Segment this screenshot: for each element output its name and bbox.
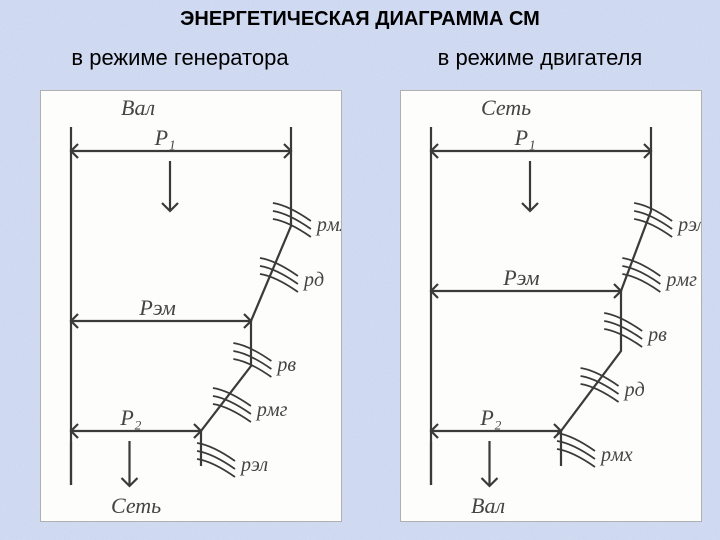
subtitle-right: в режиме двигателя (360, 45, 720, 71)
svg-text:Вал: Вал (471, 493, 505, 518)
svg-text:pд: pд (623, 379, 645, 401)
svg-text:pв: pв (275, 354, 296, 376)
svg-text:pэл: pэл (676, 214, 701, 236)
svg-text:pмх: pмх (315, 214, 341, 236)
svg-text:Сеть: Сеть (481, 95, 531, 120)
diagram-generator: Вал Сеть P₁ Pэм P₂ pмх pд pв pмг pэл (40, 90, 342, 522)
diagram-area: Вал Сеть P₁ Pэм P₂ pмх pд pв pмг pэл Сеть Вал P₁ Pэм… (0, 90, 720, 530)
svg-text:pмх: pмх (599, 444, 633, 466)
svg-text:Сеть: Сеть (111, 493, 161, 518)
svg-text:P₁: P₁ (514, 125, 536, 150)
diagram-motor: Сеть Вал P₁ Pэм P₂ pэл pмг pв pд pмх (400, 90, 702, 522)
svg-text:pв: pв (646, 324, 667, 346)
svg-text:pмг: pмг (664, 269, 697, 291)
svg-text:P₂: P₂ (119, 405, 141, 430)
svg-text:P₁: P₁ (154, 125, 176, 150)
svg-text:Pэм: Pэм (138, 295, 175, 320)
page-title: ЭНЕРГЕТИЧЕСКАЯ ДИАГРАММА СМ (0, 0, 720, 31)
svg-text:Pэм: Pэм (502, 265, 539, 290)
svg-text:P₂: P₂ (479, 405, 501, 430)
svg-text:pэл: pэл (239, 454, 268, 476)
svg-text:Вал: Вал (121, 95, 155, 120)
svg-text:pмг: pмг (255, 399, 288, 421)
svg-text:pд: pд (302, 269, 324, 291)
subtitle-left: в режиме генератора (0, 45, 360, 71)
